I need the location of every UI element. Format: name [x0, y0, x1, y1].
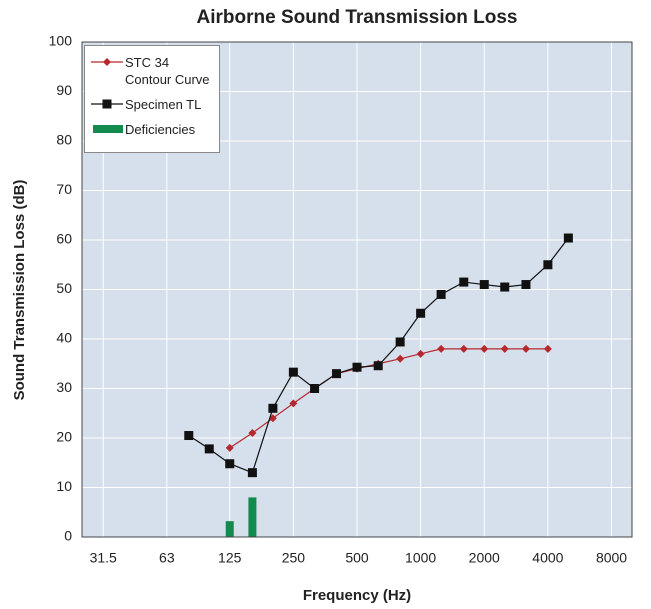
x-tick-label: 8000: [596, 550, 627, 566]
legend-marker: [103, 58, 111, 66]
legend-swatch: [93, 125, 123, 133]
marker: [416, 349, 425, 358]
marker: [416, 308, 426, 318]
marker: [480, 344, 489, 353]
y-tick-label: 40: [56, 330, 72, 346]
x-tick-label: 63: [159, 550, 175, 566]
legend-bar: [93, 125, 123, 133]
y-tick-label: 10: [56, 478, 72, 494]
marker: [500, 282, 510, 292]
legend-entry: Deficiencies: [89, 121, 215, 138]
marker: [500, 344, 509, 353]
legend: STC 34 Contour Curve Specimen TL Deficienc…: [84, 45, 220, 153]
y-tick-label: 80: [56, 132, 72, 148]
y-tick-label: 30: [56, 379, 72, 395]
marker: [225, 443, 234, 452]
marker: [352, 362, 362, 372]
marker: [225, 459, 235, 469]
series-line: [229, 348, 548, 449]
y-axis-label: Sound Transmission Loss (dB): [11, 180, 28, 401]
marker: [396, 354, 405, 363]
marker: [373, 361, 383, 371]
marker: [310, 384, 320, 393]
marker: [563, 233, 573, 243]
x-tick-label: 31.5: [90, 550, 117, 566]
marker: [543, 260, 553, 270]
marker: [521, 344, 530, 353]
marker: [459, 277, 469, 287]
plot-border: [81, 41, 633, 538]
legend-label: Specimen TL: [125, 97, 202, 112]
bar: [248, 497, 257, 537]
bar: [225, 521, 234, 537]
marker: [248, 429, 257, 438]
x-axis-label: Frequency (Hz): [303, 587, 411, 604]
x-tick-label: 1000: [405, 550, 436, 566]
x-tick-label: 250: [282, 550, 306, 566]
marker: [247, 468, 257, 478]
y-tick-label: 70: [56, 181, 72, 197]
marker: [289, 399, 298, 408]
marker: [459, 344, 468, 353]
y-tick-label: 90: [56, 82, 72, 98]
x-tick-label: 125: [218, 550, 242, 566]
marker: [268, 403, 278, 413]
legend-swatch: [91, 58, 123, 66]
legend-entry: STC 34 Contour Curve: [89, 54, 215, 88]
x-tick-label: 2000: [469, 550, 500, 566]
marker: [332, 369, 342, 379]
marker: [204, 444, 214, 454]
chart-title: Airborne Sound Transmission Loss: [197, 7, 518, 28]
marker: [184, 431, 194, 441]
legend-label: Deficiencies: [125, 122, 196, 137]
marker: [479, 280, 489, 290]
y-tick-label: 60: [56, 231, 72, 247]
y-tick-label: 20: [56, 429, 72, 445]
y-tick-label: 0: [64, 528, 72, 544]
legend-swatch: [91, 99, 123, 109]
marker: [395, 337, 405, 347]
marker: [521, 280, 531, 290]
legend-entry: Specimen TL: [89, 96, 215, 113]
y-tick-label: 100: [49, 33, 73, 49]
marker: [543, 344, 552, 353]
legend-label: STC 34 Contour Curve: [125, 55, 210, 87]
y-tick-label: 50: [56, 280, 72, 296]
legend-marker: [102, 99, 112, 109]
marker: [288, 367, 298, 377]
x-tick-label: 500: [345, 550, 369, 566]
marker: [436, 289, 446, 299]
x-tick-label: 4000: [532, 550, 563, 566]
marker: [437, 344, 446, 353]
